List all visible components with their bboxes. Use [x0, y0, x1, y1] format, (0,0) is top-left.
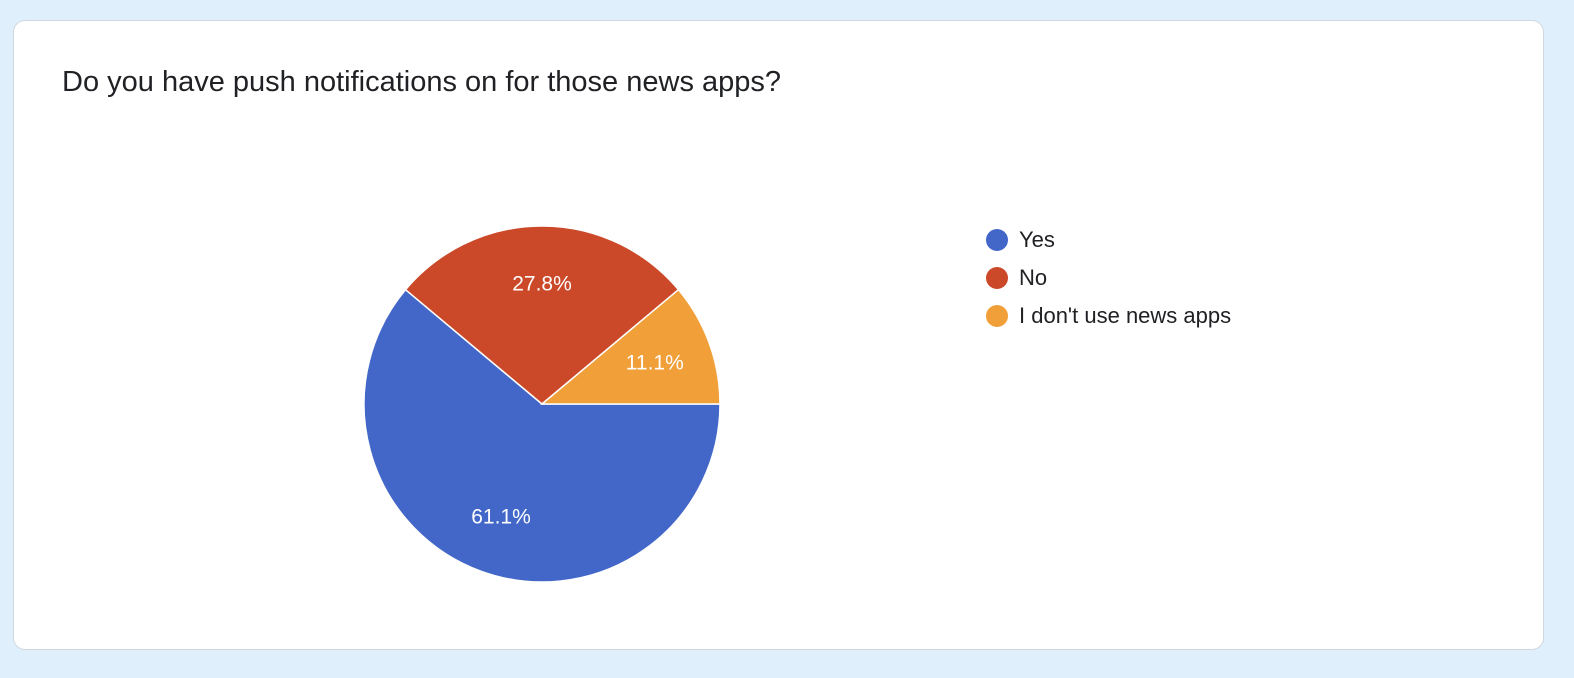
legend-item-yes[interactable]: Yes [986, 221, 1231, 259]
legend-label-yes: Yes [1019, 227, 1055, 252]
legend-item-no[interactable]: No [986, 259, 1231, 297]
legend-swatch-no-news-apps [986, 305, 1008, 327]
pie-slice-yes[interactable] [363, 288, 721, 583]
pie-labels: 61.1% 27.8% 11.1% [471, 273, 684, 529]
legend: Yes No I don't use news apps [986, 221, 1231, 335]
pie-slice-i-don-t-use-news-apps[interactable] [539, 288, 721, 405]
pie-slice-no[interactable] [404, 225, 680, 405]
pie-label-1: 27.8% [512, 273, 572, 296]
pie-label-2: 11.1% [626, 351, 684, 374]
legend-label-no: No [1019, 265, 1048, 290]
question-title: Do you have push notifications on for th… [62, 66, 782, 98]
pie-chart: 61.1% 27.8% 11.1% [363, 225, 721, 583]
legend-label-no-news-apps: I don't use news apps [1019, 303, 1232, 328]
legend-swatch-no [986, 267, 1008, 289]
legend-item-no-news-apps[interactable]: I don't use news apps [986, 297, 1231, 335]
legend-swatch-yes [986, 229, 1008, 251]
pie-slices [363, 225, 721, 583]
pie-label-0: 61.1% [471, 505, 531, 528]
chart-card: Do you have push notifications on for th… [13, 20, 1544, 650]
